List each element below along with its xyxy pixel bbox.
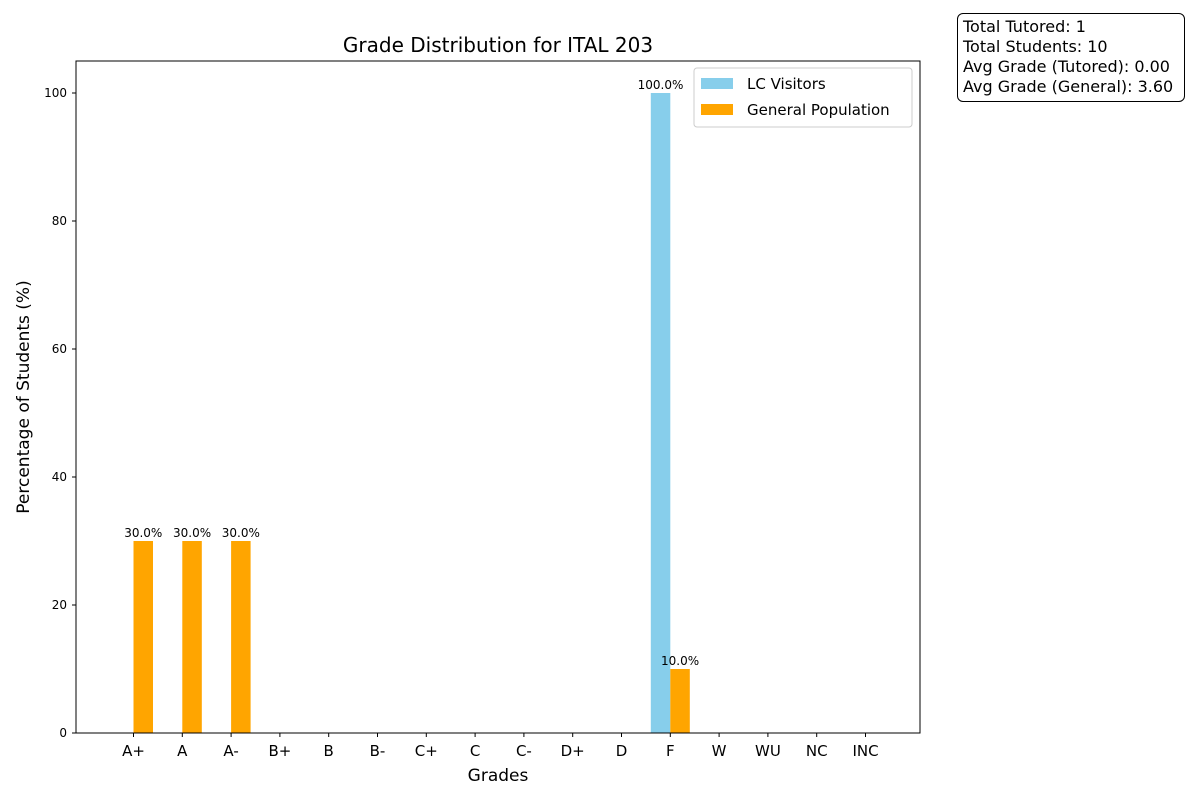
bar-data-label: 30.0% <box>173 526 211 540</box>
plot-frame <box>75 60 921 734</box>
x-tick-label: A+ <box>122 742 145 760</box>
stats-total-tutored: Total Tutored: 1 <box>963 17 1086 36</box>
bar-data-label: 10.0% <box>661 654 699 668</box>
x-tick-label: B+ <box>268 742 291 760</box>
stats-avg-grade-general: Avg Grade (General): 3.60 <box>963 77 1174 96</box>
y-axis-title: Percentage of Students (%) <box>14 280 34 513</box>
legend-label-lc-visitors: LC Visitors <box>747 75 826 93</box>
bar-general-population-A- <box>231 541 251 733</box>
legend-label-general-population: General Population <box>747 101 890 119</box>
x-axis-title: Grades <box>468 766 529 786</box>
bar-data-label: 30.0% <box>124 526 162 540</box>
x-tick-label: INC <box>852 742 878 760</box>
bar-general-population-F <box>670 669 690 733</box>
bar-lc-visitors-F <box>650 93 671 733</box>
x-tick-label: B- <box>370 742 386 760</box>
y-tick-label: 80 <box>52 214 67 228</box>
bar-general-population-A+ <box>133 541 153 733</box>
bar-data-label: 100.0% <box>638 78 684 92</box>
x-tick-label: A- <box>223 742 238 760</box>
chart-title: Grade Distribution for ITAL 203 <box>343 33 653 57</box>
stats-total-students: Total Students: 10 <box>963 37 1108 56</box>
legend-box <box>693 67 913 128</box>
x-tick-label: C+ <box>415 742 438 760</box>
legend-swatch-lc-visitors <box>701 78 733 89</box>
y-tick-label: 20 <box>52 598 67 612</box>
x-tick-label: C- <box>516 742 532 760</box>
y-tick-label: 40 <box>52 470 67 484</box>
x-tick-label: W <box>712 742 727 760</box>
x-tick-label: WU <box>755 742 781 760</box>
x-tick-label: B <box>324 742 334 760</box>
y-tick-label: 60 <box>52 342 67 356</box>
y-tick-label: 100 <box>44 86 67 100</box>
legend: LC Visitors General Population <box>693 67 913 128</box>
stats-avg-grade-tutored: Avg Grade (Tutored): 0.00 <box>963 57 1170 76</box>
x-tick-label: A <box>177 742 188 760</box>
bar-general-population-A <box>182 541 202 733</box>
x-tick-label: D+ <box>561 742 585 760</box>
x-tick-label: NC <box>806 742 828 760</box>
bar-data-label: 30.0% <box>222 526 260 540</box>
legend-swatch-general-population <box>701 104 733 115</box>
x-tick-label: F <box>666 742 675 760</box>
x-tick-label: C <box>470 742 480 760</box>
plot-area: 100.0% 30.0% 30.0% 30.0% 10.0% 0 20 40 60 80 100 A+… <box>44 60 921 760</box>
stats-box: Total Tutored: 1 Total Students: 10 Avg … <box>957 13 1185 102</box>
x-tick-label: D <box>616 742 628 760</box>
y-tick-label: 0 <box>59 726 67 740</box>
